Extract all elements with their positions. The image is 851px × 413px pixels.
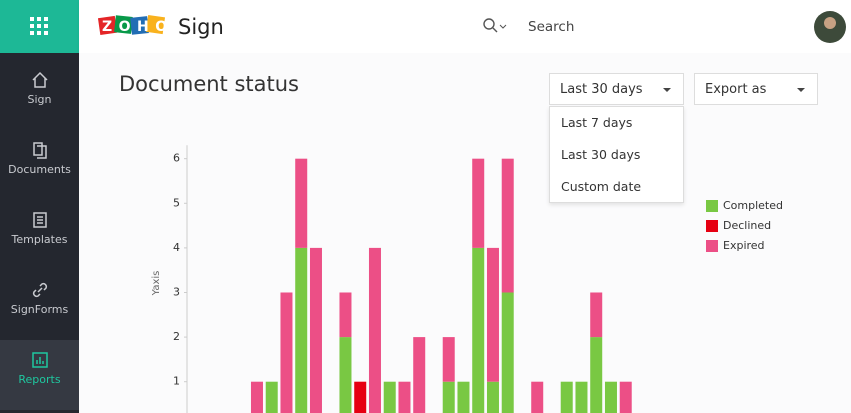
y-tick-label: 1 (173, 375, 180, 388)
legend-label: Expired (723, 239, 765, 252)
bar-segment (339, 337, 352, 413)
bar-segment (354, 381, 367, 413)
header: ZOHO Sign Search (79, 0, 851, 53)
bar-segment (604, 381, 617, 413)
y-tick-label: 5 (173, 196, 180, 209)
search-input[interactable]: Search (528, 19, 574, 35)
bar-segment (339, 292, 352, 338)
bar-segment (413, 337, 426, 413)
bar-segment (265, 381, 278, 413)
logo: ZOHO (97, 14, 174, 36)
sidebar: Sign Documents Templates SignForms Repor… (0, 0, 79, 413)
bar-segment (472, 158, 485, 248)
export-dropdown[interactable]: Export as (694, 73, 818, 105)
nav-label: Templates (11, 233, 68, 246)
bar-segment (295, 158, 308, 248)
bar-segment (575, 381, 588, 413)
avatar-face (824, 17, 836, 29)
page-title: Document status (119, 72, 299, 96)
bar-segment (486, 247, 499, 382)
icon (32, 282, 47, 298)
icon (31, 352, 48, 368)
bar-segment (295, 247, 308, 413)
bar-segment (442, 337, 455, 382)
icon (32, 212, 47, 228)
bar-segment (398, 381, 411, 413)
icon (32, 142, 47, 159)
nav-templates[interactable]: Templates (0, 200, 79, 270)
header-graphics: ZOHO Sign Search (97, 11, 846, 43)
bar-segment (368, 247, 381, 413)
bar-segment (619, 381, 632, 413)
bar-segment (309, 247, 322, 413)
bar-segment (590, 292, 603, 338)
bar-segment (472, 247, 485, 413)
range-menu: Last 7 days Last 30 days Custom date (549, 106, 684, 203)
nav-label: SignForms (10, 303, 69, 316)
menu-option[interactable]: Custom date (561, 179, 642, 194)
y-tick-label: 6 (173, 152, 180, 165)
y-tick-label: 4 (173, 241, 180, 254)
nav-label: Documents (8, 163, 71, 176)
bar-segment (280, 292, 293, 413)
bar-segment (442, 381, 455, 413)
menu-option[interactable]: Last 30 days (561, 147, 641, 162)
bar-segment (501, 292, 514, 413)
nav-label: Sign (27, 93, 52, 106)
nav-label: Reports (18, 373, 61, 386)
nav-reports[interactable]: Reports (0, 340, 79, 410)
brand: Sign (178, 15, 224, 39)
nav-signforms[interactable]: SignForms (0, 270, 79, 340)
bar-segment (531, 381, 544, 413)
legend-swatch (706, 220, 718, 232)
bar-segment (560, 381, 573, 413)
legend-label: Declined (723, 219, 771, 232)
bar-segment (501, 158, 514, 293)
apps-button[interactable] (0, 0, 79, 53)
y-tick-label: 2 (173, 330, 180, 343)
apps-icon (30, 17, 48, 35)
bar-segment (457, 381, 470, 413)
search-icon[interactable] (483, 18, 507, 33)
menu-option[interactable]: Last 7 days (561, 115, 633, 130)
legend-label: Completed (723, 199, 783, 212)
nav-documents[interactable]: Documents (0, 130, 79, 200)
bar-segment (590, 337, 603, 413)
y-tick-label: 3 (173, 285, 180, 298)
nav-sign[interactable]: Sign (0, 60, 79, 130)
legend-swatch (706, 240, 718, 252)
y-axis-label: Yaxis (151, 271, 162, 297)
content (79, 53, 851, 413)
icon (31, 71, 48, 88)
range-dropdown[interactable]: Last 30 days (549, 73, 684, 105)
bar-segment (383, 381, 396, 413)
legend-swatch (706, 200, 718, 212)
logo-text: ZOHO (102, 19, 174, 35)
bar-segment (486, 381, 499, 413)
bar-segment (250, 381, 263, 413)
